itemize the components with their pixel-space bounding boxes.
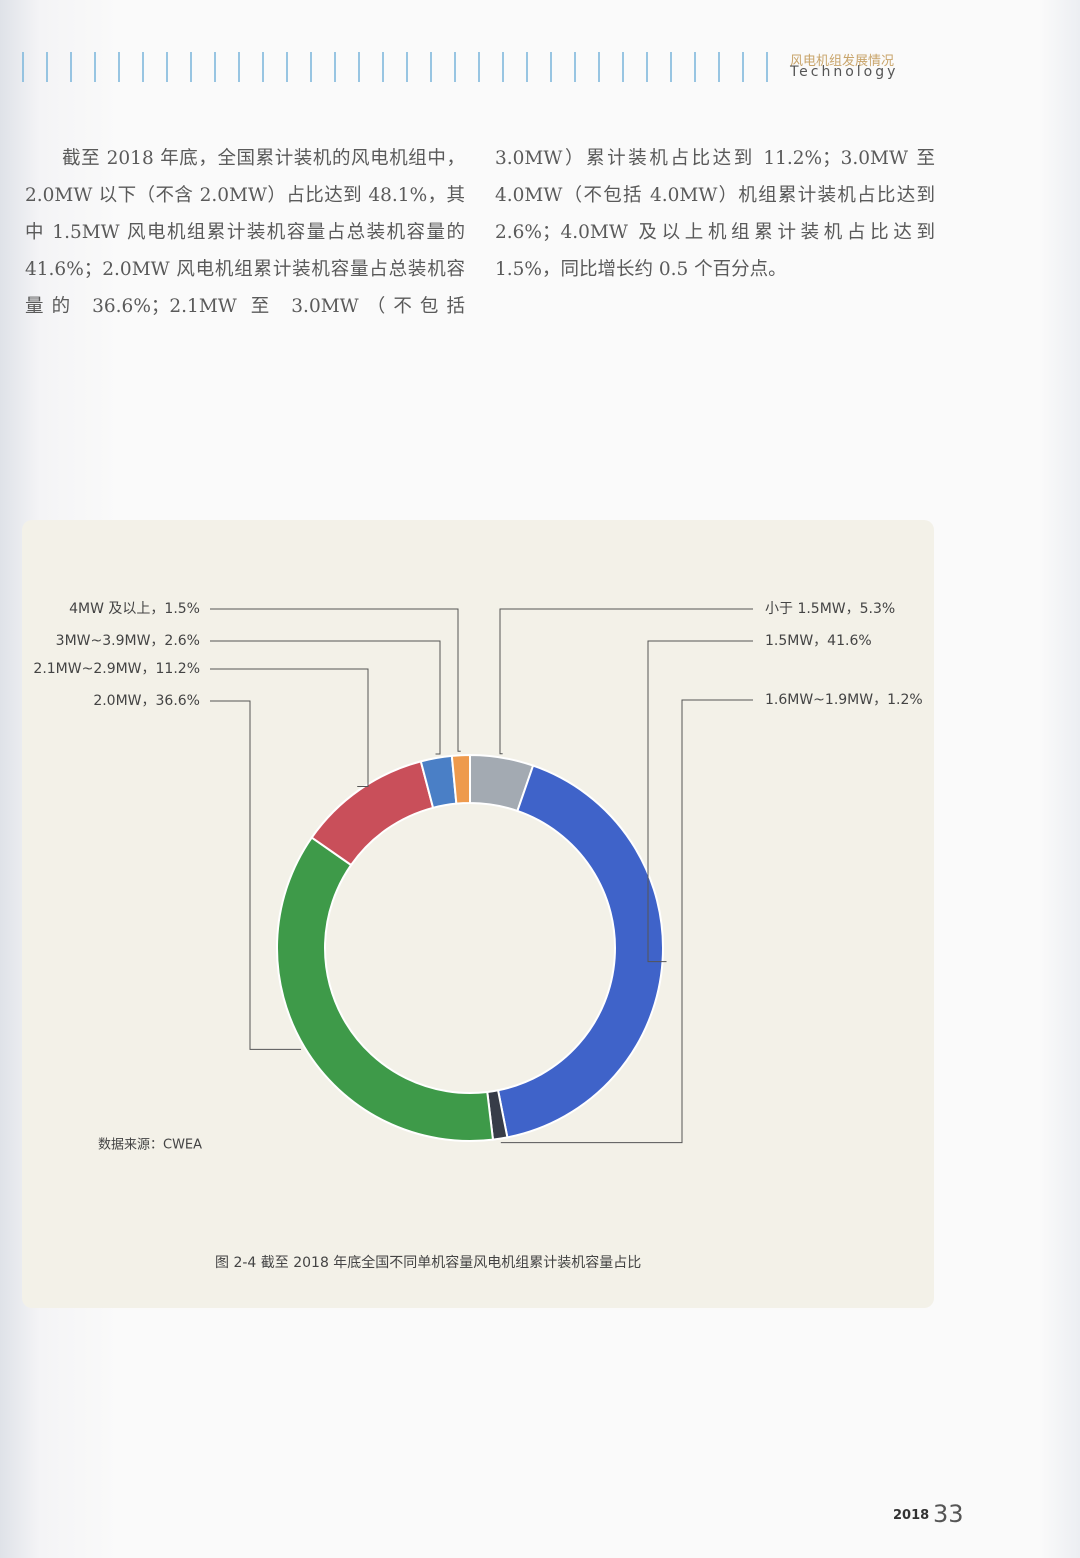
data-label: 4MW 及以上，1.5% (69, 601, 200, 617)
source: 数据来源：CWEA (98, 1138, 202, 1153)
leader-line (499, 608, 753, 755)
leader-line (210, 700, 302, 1050)
donut-segment (310, 760, 435, 867)
data-label: 3MW~3.9MW，2.6% (56, 633, 200, 649)
footer-year: 2018 (893, 1508, 930, 1523)
leader-line (210, 608, 461, 752)
data-label: 1.6MW~1.9MW，1.2% (765, 692, 923, 708)
footer-page: 33 (933, 1500, 964, 1528)
leader-line (210, 640, 441, 755)
donut-segment (496, 764, 664, 1139)
data-label: 2.0MW，36.6% (93, 693, 200, 709)
data-label: 1.5MW，41.6% (765, 633, 872, 649)
chart-panel (22, 520, 934, 1308)
leader-line (500, 699, 753, 1144)
body-text: 截至 2018 年底，全国累计装机的风电机组中，2.0MW 以下（不含 2.0M… (25, 148, 935, 317)
leader-line (647, 640, 753, 963)
header-title: 风电机组发展情况 (790, 54, 895, 69)
header-subtitle: Technology (790, 64, 899, 80)
donut-segment (276, 836, 495, 1143)
caption: 图 2-4 截至 2018 年底全国不同单机容量风电机组累计装机容量占比 (215, 1254, 641, 1271)
data-label: 小于 1.5MW，5.3% (765, 601, 895, 617)
donut-segment (450, 753, 471, 805)
header-bars (22, 52, 782, 82)
leader-line (210, 668, 369, 787)
data-label: 2.1MW~2.9MW，11.2% (33, 661, 200, 677)
